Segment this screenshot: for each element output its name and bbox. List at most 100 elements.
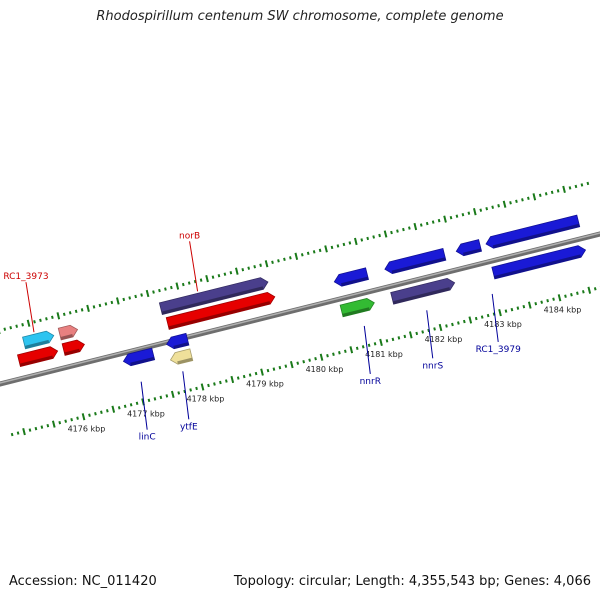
upper-ruler-tick <box>390 230 393 235</box>
feature-nnrS-shade <box>392 287 451 305</box>
lower-ruler-tick <box>504 309 508 313</box>
lower-ruler-tick <box>546 298 549 303</box>
lower-ruler-tick <box>153 397 157 401</box>
upper-ruler-tick <box>497 204 500 208</box>
lower-ruler-tick <box>219 380 222 385</box>
lower-ruler-tick <box>88 413 91 417</box>
upper-ruler-tick <box>170 285 173 290</box>
upper-ruler-tick <box>449 215 453 220</box>
lower-ruler-tick <box>451 322 454 327</box>
lower-ruler-tick <box>284 364 288 368</box>
lower-ruler-tick <box>58 420 62 425</box>
lower-ruler-tick <box>207 383 210 388</box>
lower-ruler-tick <box>34 426 38 431</box>
lower-ruler-tick <box>272 367 276 371</box>
upper-ruler-tick <box>45 317 48 321</box>
upper-ruler-tick <box>366 236 370 241</box>
lower-ruler-tick <box>81 413 86 421</box>
upper-ruler-tick <box>51 315 54 320</box>
feature-norB-outer <box>158 277 269 316</box>
lower-ruler-tick <box>289 361 294 369</box>
leader-ytfE <box>182 371 190 420</box>
feature-pink-fwd-outer-shade <box>60 333 74 340</box>
leader-linC <box>140 381 148 430</box>
upper-ruler-tick <box>312 250 316 254</box>
lower-ruler-tick <box>576 291 579 295</box>
lower-ruler-tick <box>498 308 502 317</box>
gene-label-linC: linC <box>139 433 156 443</box>
lower-ruler-tick <box>111 405 116 413</box>
upper-ruler-tick <box>289 256 292 260</box>
lower-ruler-tick <box>28 428 32 432</box>
lower-ruler-tick <box>415 331 419 336</box>
feature-ytfE-upper-shade <box>173 342 189 349</box>
upper-ruler-tick <box>348 241 352 245</box>
scale-label-4177: 4177 kbp <box>127 409 165 418</box>
upper-ruler-tick <box>181 282 185 287</box>
upper-ruler-tick <box>187 281 191 285</box>
lower-ruler-tick <box>457 321 460 325</box>
lower-ruler-tick <box>463 319 466 324</box>
lower-ruler-tick <box>129 403 133 407</box>
upper-ruler-tick <box>425 221 429 226</box>
lower-ruler-tick <box>326 354 329 358</box>
upper-ruler-tick <box>26 319 31 327</box>
leader-RC1_3973 <box>25 282 35 333</box>
feature-norB-outer-shade <box>161 286 264 315</box>
upper-ruler-tick <box>98 303 102 308</box>
feature-nnrR-shade <box>342 307 370 317</box>
upper-ruler-tick <box>532 193 537 201</box>
lower-ruler-tick <box>200 383 205 391</box>
scale-label-4184: 4184 kbp <box>544 305 582 314</box>
lower-ruler-tick <box>564 294 567 298</box>
feature-blue-4183b-shade <box>492 223 580 249</box>
lower-ruler-tick <box>379 338 383 346</box>
upper-ruler-tick <box>372 235 375 239</box>
upper-ruler-tick <box>485 207 489 211</box>
upper-ruler-tick <box>283 257 286 261</box>
lower-ruler-tick <box>248 373 252 377</box>
lower-ruler-tick <box>433 327 436 331</box>
feature-red-fwd-inner-a-shade <box>19 355 54 367</box>
upper-ruler-tick <box>562 185 566 194</box>
upper-ruler-tick <box>145 289 150 298</box>
upper-ruler-tick <box>199 278 203 282</box>
upper-ruler-tick <box>92 305 96 309</box>
scale-label-4176: 4176 kbp <box>68 424 106 433</box>
lower-ruler-tick <box>183 389 187 394</box>
lower-ruler-tick <box>427 328 430 333</box>
upper-ruler-tick <box>527 196 530 201</box>
leader-norB <box>189 241 199 292</box>
feature-nnrS <box>390 277 456 305</box>
upper-ruler-tick <box>568 186 572 190</box>
lower-ruler-tick <box>195 386 198 391</box>
scale-label-4180: 4180 kbp <box>306 365 344 374</box>
lower-ruler-tick <box>438 323 443 332</box>
upper-ruler-tick <box>164 287 167 291</box>
upper-ruler-tick <box>521 198 524 202</box>
upper-ruler-tick <box>443 215 447 223</box>
feature-red-fwd-inner-a <box>17 346 59 368</box>
upper-ruler-tick <box>360 238 364 242</box>
upper-ruler-tick <box>586 181 590 186</box>
upper-ruler-tick <box>306 251 310 256</box>
lower-ruler-tick <box>260 368 264 376</box>
gene-features <box>17 214 587 368</box>
lower-ruler-tick <box>70 417 73 422</box>
lower-ruler-tick <box>135 401 139 406</box>
upper-ruler-tick <box>580 183 584 187</box>
upper-ruler-tick <box>86 304 90 313</box>
lower-ruler-tick <box>51 420 56 428</box>
upper-ruler-tick <box>431 220 435 224</box>
upper-ruler-tick <box>175 282 180 290</box>
leader-nnrS <box>426 310 434 359</box>
gene-label-norB: norB <box>179 231 200 241</box>
upper-ruler-tick <box>152 290 155 294</box>
upper-ruler-tick <box>455 214 459 218</box>
upper-ruler-tick <box>419 223 423 227</box>
upper-ruler-tick <box>39 318 42 322</box>
lower-ruler-tick <box>189 388 192 392</box>
lower-tick-ruler <box>10 286 600 437</box>
lower-ruler-tick <box>468 316 473 324</box>
upper-ruler-tick <box>80 308 84 312</box>
